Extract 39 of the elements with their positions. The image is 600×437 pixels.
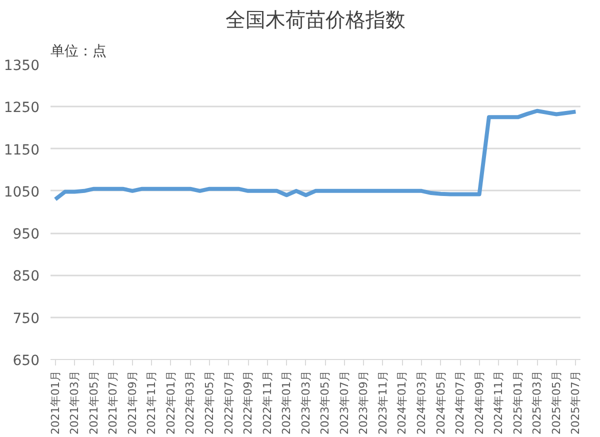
x-tick-label: 2021年09月: [126, 370, 139, 434]
x-tick-label: 2022年09月: [242, 370, 255, 434]
x-tick-label: 2024年05月: [434, 370, 448, 434]
line-series: [53, 108, 578, 202]
x-tick-label: 2023年03月: [299, 370, 312, 434]
y-tick-label: 1250: [4, 100, 40, 116]
x-tick-label: 2023年07月: [338, 370, 351, 434]
x-tick-label: 2025年05月: [550, 370, 563, 434]
x-tick-label: 2024年11月: [492, 370, 506, 434]
x-tick-label: 2024年07月: [454, 370, 467, 434]
y-tick-label: 750: [12, 310, 40, 327]
y-tick-label: 1350: [4, 58, 40, 74]
x-tick-label: 2025年03月: [530, 370, 544, 434]
x-tick-label: 2025年07月: [569, 370, 582, 434]
x-tick-label: 2021年03月: [68, 370, 82, 434]
x-tick-label: 2023年09月: [357, 370, 370, 434]
y-tick-label: 1050: [4, 184, 40, 200]
y-tick-label: 850: [12, 268, 40, 285]
x-tick-label: 2024年09月: [472, 370, 486, 434]
text: 单位：点: [50, 44, 106, 60]
y-tick-label: 1150: [4, 142, 40, 158]
x-tick-label: 2024年03月: [415, 370, 428, 434]
x-tick-label: 2023年01月: [280, 370, 294, 434]
x-tick-label: 2023年05月: [318, 370, 332, 434]
x-tick-label: 2022年11月: [260, 370, 274, 434]
y-tick-label: 950: [12, 226, 40, 243]
x-tick-label: 2024年01月: [396, 370, 409, 434]
x-tick-label: 2021年01月: [48, 370, 62, 434]
x-tick-label: 2022年07月: [222, 370, 236, 434]
x-tick-label: 2022年01月: [164, 370, 178, 434]
x-tick-label: 2022年03月: [184, 370, 197, 434]
y-tick-label: 650: [12, 353, 40, 369]
x-tick-label: 2023年11月: [376, 370, 390, 434]
x-tick-label: 2025年01月: [511, 370, 524, 434]
x-tick-label: 2021年11月: [145, 370, 158, 434]
x-tick-label: 2021年07月: [106, 370, 120, 434]
x-tick-label: 2022年05月: [203, 370, 216, 434]
chart-title: 全国木荷苗价格指数: [226, 8, 406, 32]
x-tick-label: 2021年05月: [87, 370, 100, 434]
